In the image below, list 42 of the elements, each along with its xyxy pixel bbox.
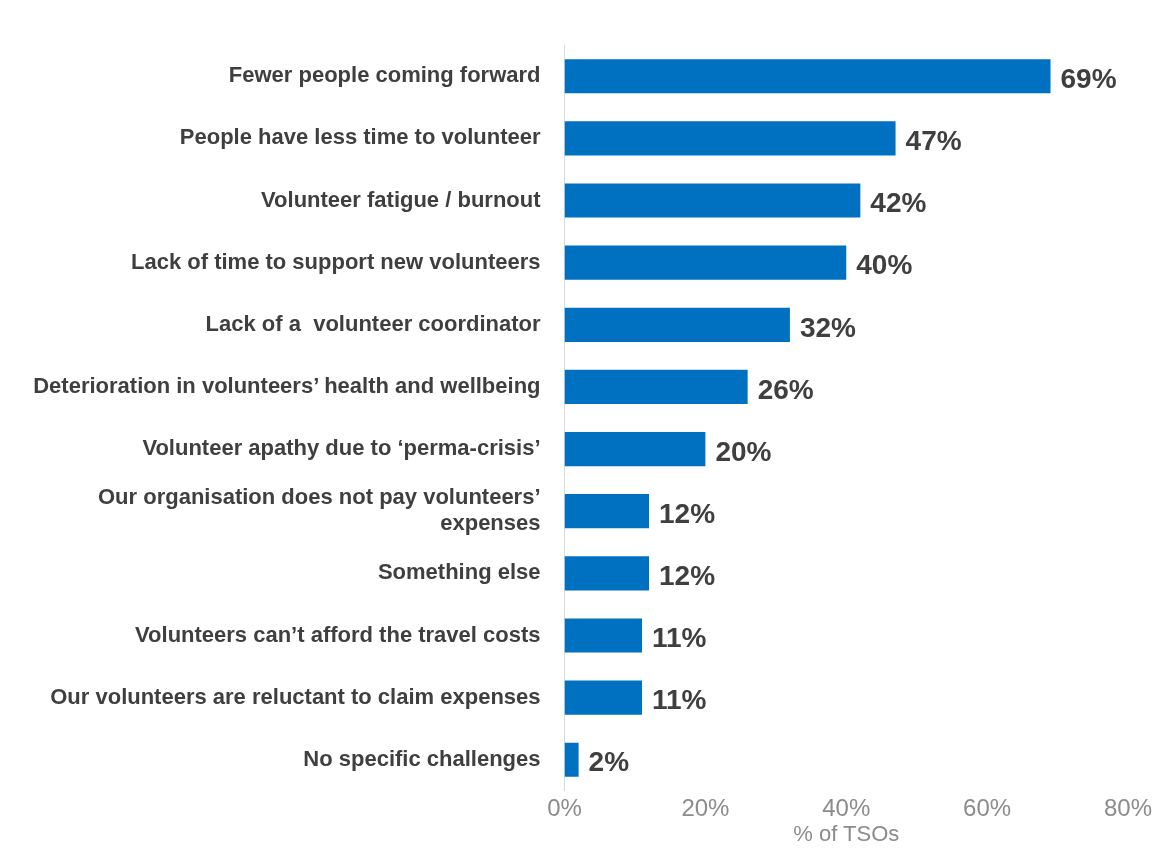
- y-tick-label: Deterioration in volunteers’ health and wellbeing: [33, 373, 541, 398]
- data-label: 32%: [799, 311, 857, 343]
- data-label: 47%: [905, 125, 962, 157]
- y-tick-label: Volunteers can’t afford the travel costs: [135, 621, 541, 647]
- y-tick-label: Our volunteers are reluctant to claim expenses: [50, 683, 541, 709]
- y-tick-label: Lack of time to support new volunteers: [131, 248, 541, 274]
- y-tick-label: People have less time to volunteer: [179, 124, 541, 150]
- x-axis-title: % of TSOs: [793, 820, 900, 846]
- data-label: 12%: [659, 560, 716, 592]
- bar: [564, 183, 861, 218]
- y-tick-label: Something else: [377, 559, 541, 585]
- y-tick-label: Volunteer fatigue / burnout: [261, 186, 542, 212]
- bar: [564, 245, 847, 280]
- bar: [564, 59, 1051, 94]
- x-tick-label: 0%: [547, 793, 582, 821]
- y-tick-label: Our organisation does not pay volunteers’ expenses: [98, 484, 541, 536]
- data-label: 11%: [652, 684, 707, 716]
- x-tick-label: 60%: [963, 793, 1012, 821]
- y-tick-label: Lack of a volunteer coordinator: [205, 310, 541, 336]
- data-label: 42%: [870, 187, 927, 219]
- x-tick-label: 40%: [822, 793, 871, 821]
- data-label: 11%: [652, 622, 707, 654]
- bar: [564, 742, 579, 777]
- x-tick-label: 20%: [681, 793, 730, 821]
- y-tick-label: No specific challenges: [303, 745, 541, 771]
- data-label: 69%: [1060, 62, 1117, 94]
- data-label: 2%: [588, 746, 630, 778]
- y-tick-label: Volunteer apathy due to ‘perma-crisis’: [142, 435, 541, 461]
- data-label: 12%: [659, 497, 716, 529]
- bar: [564, 307, 790, 342]
- bar: [564, 680, 642, 715]
- data-label: 26%: [757, 373, 814, 405]
- y-tick-label: Fewer people coming forward: [228, 62, 541, 88]
- x-tick-label: 80%: [1103, 793, 1153, 821]
- data-label: 40%: [856, 249, 913, 281]
- bar: [564, 618, 642, 653]
- bar: [564, 556, 650, 591]
- bar: [564, 121, 896, 156]
- bar: [564, 431, 706, 467]
- bar: [564, 369, 748, 405]
- bar: [564, 494, 650, 529]
- data-label: 20%: [715, 435, 772, 467]
